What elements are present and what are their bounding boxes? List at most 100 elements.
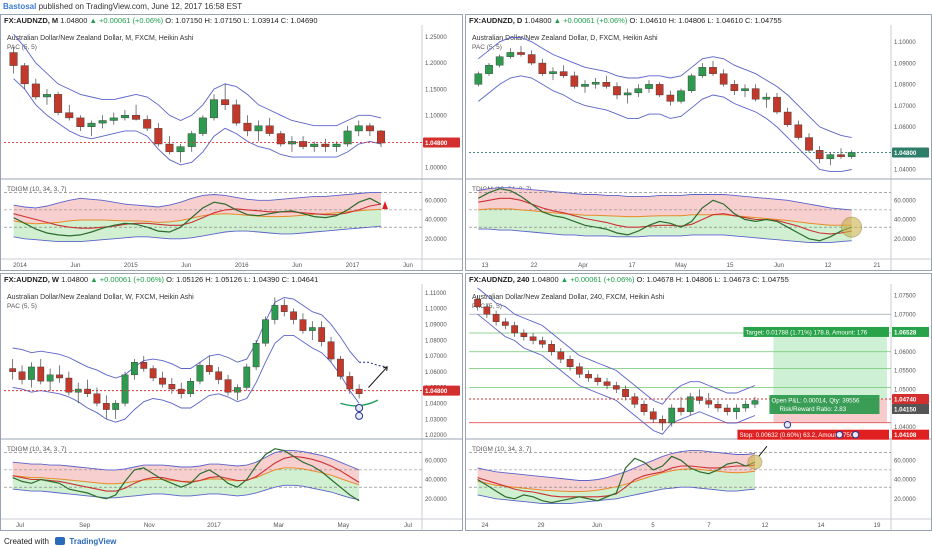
- indicator-tick: 40.0000: [425, 478, 447, 484]
- chart-svg: Australian Dollar/New Zealand Dollar, M,…: [1, 25, 462, 270]
- time-axis[interactable]: Jul Sep Nov 2017 Mar May Jul: [16, 522, 412, 529]
- upper-fill: [478, 187, 852, 226]
- time-axis[interactable]: 13 22 Apr 17 May 15 Jun 12 21: [482, 262, 881, 269]
- indicator-tick: 40.0000: [894, 218, 916, 224]
- event-flag-icon[interactable]: [851, 431, 860, 439]
- pac-lower-line: [477, 313, 756, 435]
- price-axis[interactable]: 1.10000 1.09000 1.08000 1.07000 1.06000 1.040…: [894, 40, 916, 174]
- chart-panel-daily[interactable]: FX:AUDNZD, D 1.04800 ▲ +0.00061 (+0.06%)…: [465, 14, 932, 271]
- symbol-label: FX:AUDNZD, D: [469, 16, 525, 25]
- candle: [187, 133, 196, 147]
- time-axis[interactable]: 24 29 Jun 5 7 12 14 19: [482, 522, 881, 529]
- arrow-head-icon: [383, 366, 388, 371]
- candle: [290, 311, 297, 320]
- publish-header: Bastosal published on TradingView.com, J…: [0, 0, 932, 14]
- event-flag-icon[interactable]: [835, 431, 844, 439]
- stop-badge: [892, 429, 929, 440]
- price-badge-text: 1.04800: [425, 140, 448, 147]
- candle: [719, 73, 728, 85]
- symbol-header: FX:AUDNZD, W 1.04800 ▲ +0.00061 (+0.06%)…: [4, 275, 318, 284]
- tradingview-logo-icon: [55, 537, 66, 545]
- candle: [603, 381, 611, 386]
- candle: [196, 365, 204, 382]
- candle: [121, 374, 129, 404]
- highlight-circle: [841, 216, 863, 238]
- candle: [276, 133, 285, 145]
- time-tick: 2015: [124, 262, 138, 269]
- tradingview-brand[interactable]: TradingView: [69, 537, 117, 546]
- candle: [346, 376, 354, 390]
- indicator-label: TDIGM (10, 34, 3, 7): [7, 186, 67, 193]
- candle: [549, 71, 557, 74]
- chart-panel-monthly[interactable]: FX:AUDNZD, M 1.04800 ▲ +0.00061 (+0.06%)…: [0, 14, 463, 271]
- time-tick: 12: [825, 262, 832, 269]
- time-axis[interactable]: 2014 Jun 2015 Jun 2016 Jun 2017 Jun: [13, 262, 413, 269]
- price-change: ▲ +0.00061 (+0.06%): [89, 16, 166, 25]
- price-axis[interactable]: 1.25000 1.20000 1.15000 1.10000 1.00000: [425, 35, 447, 172]
- chart-panel-weekly[interactable]: FX:AUDNZD, W 1.04800 ▲ +0.00061 (+0.06%)…: [0, 273, 463, 531]
- candle: [143, 119, 152, 129]
- indicator-upper-band: [478, 187, 852, 211]
- candle: [198, 117, 207, 134]
- candle: [666, 94, 675, 102]
- candle: [109, 117, 118, 121]
- pac-label: PAC (5, 5): [7, 44, 37, 51]
- time-tick: 12: [762, 522, 769, 529]
- candle: [215, 371, 223, 380]
- candle: [76, 117, 85, 127]
- indicator-pane: [4, 192, 422, 243]
- candle: [709, 67, 717, 74]
- price-tick: 1.03000: [425, 417, 447, 423]
- price-tick: 1.11000: [425, 291, 447, 297]
- high-value: H: 1.07150: [204, 16, 244, 25]
- pac-label: PAC (5, 5): [7, 303, 37, 310]
- price-tick: 1.10000: [425, 113, 447, 119]
- candle: [65, 377, 73, 393]
- lower-fill: [12, 467, 360, 500]
- time-tick: Jun: [70, 262, 81, 269]
- candle: [783, 111, 792, 125]
- close-value: C: 1.04755: [744, 16, 782, 25]
- candle: [54, 94, 63, 113]
- indicator-upper-band: [477, 450, 756, 481]
- candle: [612, 385, 620, 390]
- candle: [529, 336, 537, 341]
- event-flag-icon[interactable]: [783, 421, 792, 429]
- price-tick: 1.04000: [894, 168, 916, 174]
- price-tick: 1.06000: [425, 370, 447, 376]
- stop-label: Stop: 0.00632 (0.60%) 63.2, Amount: 750: [739, 432, 853, 439]
- candle: [168, 384, 176, 390]
- arrow-up-icon: [758, 445, 768, 457]
- event-flag-icon[interactable]: [355, 404, 364, 412]
- price-tick: 1.07000: [425, 354, 447, 360]
- price-badge: [423, 385, 460, 396]
- price-tick: 1.10000: [425, 307, 447, 313]
- price-axis[interactable]: 1.11000 1.10000 1.09000 1.08000 1.07000 1.060…: [425, 291, 447, 439]
- candle: [20, 65, 29, 85]
- candle: [149, 368, 157, 379]
- candle: [210, 99, 218, 119]
- high-value: H: 1.05126: [205, 275, 245, 284]
- indicator-tick: 60.0000: [425, 458, 447, 464]
- target-label-box: [743, 326, 889, 337]
- candle: [538, 62, 547, 74]
- candle: [805, 137, 813, 151]
- candle: [165, 143, 174, 153]
- time-tick: Apr: [578, 262, 588, 269]
- author-link[interactable]: Bastosal: [3, 2, 37, 11]
- price-tick: 1.05000: [894, 387, 916, 393]
- candle: [187, 380, 194, 394]
- indicator-tick: 60.0000: [894, 198, 916, 204]
- chart-panel-h4[interactable]: FX:AUDNZD, 240 1.04800 ▲ +0.00061 (+0.06…: [465, 273, 932, 531]
- price-tick: 1.05500: [894, 369, 916, 375]
- indicator-tick: 40.0000: [894, 478, 916, 484]
- candle: [93, 393, 101, 404]
- price-tick: 1.07500: [894, 294, 916, 300]
- pac-lower-line: [478, 75, 852, 173]
- event-flag-icon-2[interactable]: [355, 411, 364, 420]
- candle: [847, 152, 856, 157]
- indicator-slow-line: [13, 203, 382, 229]
- candle: [221, 99, 230, 106]
- price-tick: 1.09000: [425, 323, 447, 329]
- candle: [686, 396, 694, 412]
